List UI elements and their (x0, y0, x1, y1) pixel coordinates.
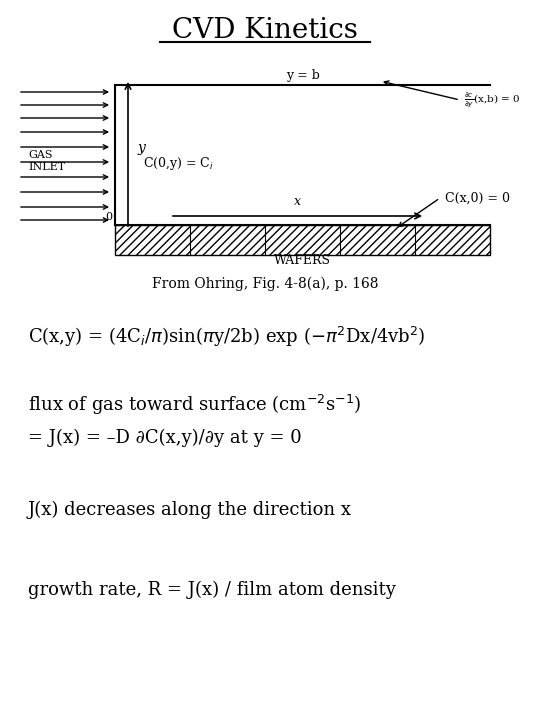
Text: flux of gas toward surface (cm$^{-2}$s$^{-1}$): flux of gas toward surface (cm$^{-2}$s$^… (28, 393, 361, 417)
Text: growth rate, R = J(x) / film atom density: growth rate, R = J(x) / film atom densit… (28, 581, 396, 599)
Text: C(0,y) = C$_i$: C(0,y) = C$_i$ (143, 155, 214, 171)
Bar (115, 225, 490, 255)
Text: CVD Kinetics: CVD Kinetics (172, 17, 358, 43)
Text: From Ohring, Fig. 4-8(a), p. 168: From Ohring, Fig. 4-8(a), p. 168 (152, 276, 378, 291)
Text: y = b: y = b (286, 70, 320, 83)
Text: = J(x) = –D ∂C(x,y)/∂y at y = 0: = J(x) = –D ∂C(x,y)/∂y at y = 0 (28, 429, 302, 447)
Text: INLET: INLET (28, 162, 65, 172)
Text: 0: 0 (105, 212, 112, 222)
Text: C(x,y) = (4C$_i$/$\pi$)sin($\pi$y/2b) exp ($-\pi^2$Dx/4vb$^2$): C(x,y) = (4C$_i$/$\pi$)sin($\pi$y/2b) ex… (28, 325, 426, 349)
Text: J(x) decreases along the direction x: J(x) decreases along the direction x (28, 501, 352, 519)
Text: GAS: GAS (28, 150, 52, 160)
Text: x: x (294, 195, 301, 208)
Text: $\frac{\partial c}{\partial y}$(x,b) = 0: $\frac{\partial c}{\partial y}$(x,b) = 0 (464, 91, 521, 109)
Text: WAFERS: WAFERS (274, 253, 331, 266)
Text: C(x,0) = 0: C(x,0) = 0 (445, 192, 510, 204)
Text: y: y (138, 141, 146, 155)
